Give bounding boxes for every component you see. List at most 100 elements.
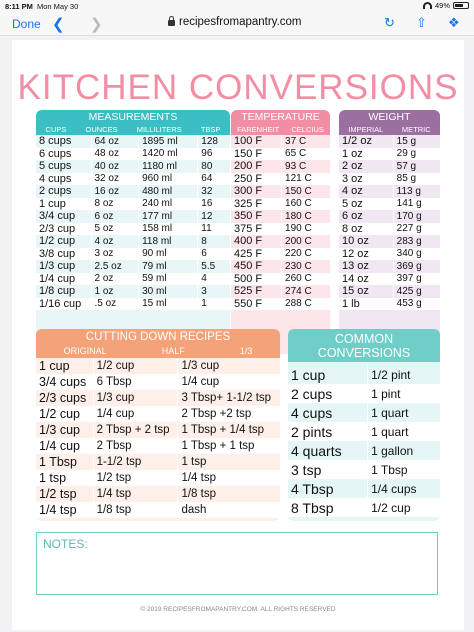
table-cell: 3 Tbsp+ 1-1/2 tsp (177, 390, 280, 406)
reload-icon[interactable]: ↻ (384, 15, 395, 30)
table-cell: 10 oz (342, 235, 369, 248)
table-row: 2 cups 16 oz 480 ml 32 (36, 185, 230, 198)
address-bar[interactable]: recipesfromapantry.com (168, 16, 302, 28)
table-row: 400 F 200 C (231, 235, 330, 248)
table-cell: 288 C (281, 297, 330, 310)
col-header: OUNCES (85, 125, 118, 134)
measurements-headers: CUPS OUNCES MILLILITERS TBSP (36, 124, 230, 135)
table-cell: 4 Tbsp (291, 480, 334, 497)
table-row: 1 cup 1/2 pint (288, 365, 440, 384)
table-row: 4 cups 32 oz 960 ml 64 (36, 172, 230, 185)
table-cell: 2/3 cups (39, 391, 87, 405)
table-cell: 8 (197, 235, 230, 248)
share-icon[interactable]: ⇧ (416, 15, 427, 30)
col-header: MILLILITERS (136, 125, 182, 134)
done-button[interactable]: Done (12, 17, 41, 31)
table-row: 12 oz 340 g (339, 247, 440, 260)
table-cell: 14 oz (342, 272, 369, 285)
table-row: 1 Tbsp 1-1/2 tsp 1 tsp (36, 454, 280, 470)
table-row: 1/2 tsp 1/4 tsp 1/8 tsp (36, 486, 280, 502)
browser-toolbar: Done ❮ ❯ recipesfromapantry.com ↻ ⇧ ❖ (0, 12, 474, 36)
table-cell: 260 C (281, 272, 330, 285)
table-cell: 4 (197, 272, 230, 285)
col-header: 1/3 (239, 346, 253, 356)
table-cell: 121 C (281, 172, 330, 185)
table-cell: 64 (197, 172, 230, 185)
common-title: COMMON CONVERSIONS (288, 329, 440, 362)
table-cell: 1 lb (342, 297, 360, 310)
wifi-icon (422, 2, 432, 9)
col-header: CELCIUS (291, 125, 324, 134)
table-cell: 1/3 cup (39, 260, 76, 273)
temperature-title: TEMPERATURE (231, 110, 330, 124)
compass-icon[interactable]: ❖ (448, 15, 460, 30)
table-cell: 220 C (281, 247, 330, 260)
table-row: 3 tsp 1 Tbsp (288, 460, 440, 479)
table-cell: 90 ml (138, 247, 198, 260)
table-cell: 1/2 tsp (39, 487, 77, 501)
table-cell: 2 cups (39, 185, 72, 198)
table-cell: 16 (197, 197, 230, 210)
table-cell: 1/3 cup (39, 423, 81, 437)
table-cell: 12 (197, 210, 230, 223)
chevron-right-icon[interactable]: ❯ (90, 16, 103, 33)
table-cell: 1 Tbsp + 1/4 tsp (177, 422, 280, 438)
cutting-title: CUTTING DOWN RECIPES (36, 329, 280, 345)
table-row: 500 F 260 C (231, 272, 330, 285)
lock-icon (168, 16, 175, 26)
table-cell: 369 g (392, 260, 440, 273)
table-cell: 1/3 cup (92, 390, 178, 406)
status-date: Mon May 30 (37, 2, 79, 11)
table-cell: 1/2 tsp (92, 470, 178, 486)
table-row: 8 oz 227 g (339, 222, 440, 235)
cutting-headers: ORIGINAL HALF 1/3 (36, 345, 280, 358)
table-row: 2 oz 57 g (339, 160, 440, 173)
table-cell: 180 C (281, 210, 330, 223)
table-row: 250 F 121 C (231, 172, 330, 185)
table-row: 4 quarts 1 gallon (288, 441, 440, 460)
status-time: 8:11 PM (5, 2, 33, 11)
table-cell: 2 oz (342, 160, 363, 173)
table-row: 1/4 cup 2 oz 59 ml 4 (36, 272, 230, 285)
table-cell: 190 C (281, 222, 330, 235)
table-row: 375 F 190 C (231, 222, 330, 235)
table-row: 8 cups 64 oz 1895 ml 128 (36, 135, 230, 148)
table-cell: 8 oz (90, 197, 139, 210)
cutting-down-table: CUTTING DOWN RECIPES ORIGINAL HALF 1/3 1… (36, 329, 280, 521)
chevron-left-icon[interactable]: ❮ (52, 16, 65, 33)
table-cell: 1/4 tsp (39, 503, 77, 517)
table-row: 525 F 274 C (231, 285, 330, 298)
table-cell: 5 oz (342, 197, 363, 210)
table-cell: 425 F (234, 247, 263, 260)
table-cell: 170 g (392, 210, 440, 223)
table-cell: 2.5 oz (90, 260, 139, 273)
table-cell: 160 C (281, 197, 330, 210)
table-cell: 283 g (392, 235, 440, 248)
table-cell: 1895 ml (138, 135, 198, 148)
table-cell: 12 oz (342, 247, 369, 260)
table-cell: 59 ml (138, 272, 198, 285)
table-cell: 400 F (234, 235, 263, 248)
table-cell: 1/2 oz (342, 135, 372, 148)
col-header: ORIGINAL (63, 346, 107, 356)
table-row: 10 oz 283 g (339, 235, 440, 248)
table-cell: 2 Tbsp +2 tsp (177, 406, 280, 422)
notes-area[interactable]: NOTES: (36, 532, 438, 595)
table-cell: 200 F (234, 160, 263, 173)
table-cell: 8 Tbsp (291, 499, 334, 516)
table-cell: 250 F (234, 172, 263, 185)
table-cell: 3 oz (342, 172, 363, 185)
table-cell: 6 Tbsp (92, 374, 178, 390)
table-cell: 100 F (234, 135, 263, 148)
table-cell: 64 oz (90, 135, 139, 148)
table-row: 13 oz 369 g (339, 260, 440, 273)
table-cell: 1 cup (39, 359, 70, 373)
table-cell: 6 cups (39, 147, 72, 160)
table-cell: 141 g (392, 197, 440, 210)
table-cell: 5.5 (197, 260, 230, 273)
table-row: 350 F 180 C (231, 210, 330, 223)
table-cell: 1 quart (367, 403, 440, 422)
table-row: 4 oz 113 g (339, 185, 440, 198)
url-text: recipesfromapantry.com (179, 16, 302, 28)
table-row: 3 oz 85 g (339, 172, 440, 185)
